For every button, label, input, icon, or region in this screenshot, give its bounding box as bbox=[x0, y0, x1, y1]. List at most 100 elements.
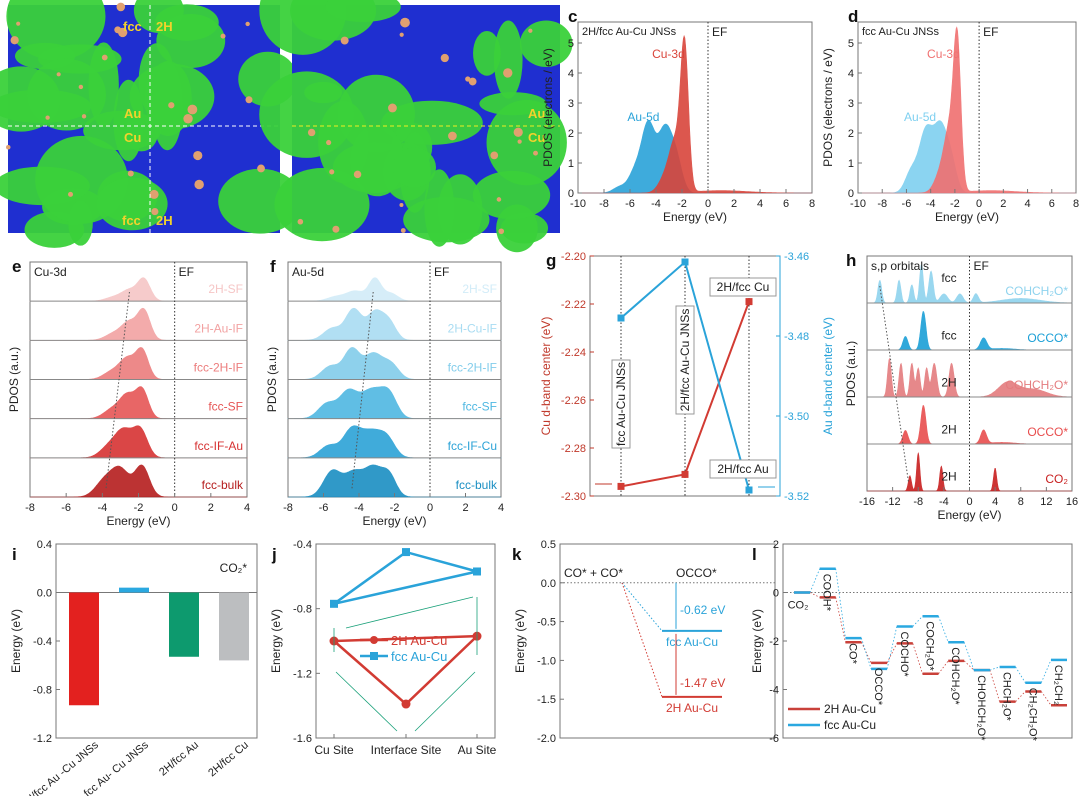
micrograph-label: fcc bbox=[123, 19, 142, 34]
y-tick-label: 4 bbox=[848, 68, 854, 80]
connector bbox=[963, 660, 975, 671]
series-label: Au-5d bbox=[627, 110, 659, 124]
panel-letter: e bbox=[12, 257, 21, 276]
series-label: 2H-SF bbox=[462, 282, 497, 296]
y-axis-label: PDOS (a.u.) bbox=[265, 347, 279, 412]
x-tick-label: 8 bbox=[809, 198, 815, 210]
pdos-area-au-5d bbox=[578, 120, 812, 194]
micrograph-b: Au Cu bbox=[259, 0, 573, 253]
step-label: OCCO* bbox=[872, 668, 884, 706]
micrograph-label: 2H bbox=[156, 213, 173, 228]
series-label: fcc-bulk bbox=[456, 478, 498, 492]
connector bbox=[835, 597, 846, 643]
micrograph-label: Au bbox=[124, 106, 141, 121]
y-tick-label: 0 bbox=[568, 188, 574, 200]
x-axis-label: Energy (eV) bbox=[935, 210, 999, 224]
category-label: fcc Au-Cu JNSs bbox=[614, 362, 628, 446]
y-axis-label-right: Au d-band center (eV) bbox=[821, 317, 835, 435]
series-label: 2H-Au-IF bbox=[194, 321, 243, 335]
y-tick-label: -3.50 bbox=[784, 411, 809, 423]
x-tick-label: -4 bbox=[926, 198, 936, 210]
pdos-area bbox=[867, 452, 1072, 492]
chart-h: COHCH₂O* fcc OCCO* fcc COHCH₂O* 2H OCCO* 2H CO₂ 2… bbox=[844, 255, 1078, 522]
category-label: 2H/fcc Cu bbox=[717, 280, 770, 294]
connector bbox=[1040, 691, 1052, 706]
x-tick-label: -2 bbox=[677, 198, 687, 210]
chart-g: -2.30 -2.28 -2.26 -2.24 -2.22 -2.20 -3.52 -3.50… bbox=[539, 251, 835, 503]
x-tick-label: 0 bbox=[976, 198, 982, 210]
connector bbox=[861, 637, 872, 670]
initial-state-label: CO* + CO* bbox=[564, 566, 623, 580]
y-tick-label: 0 bbox=[773, 588, 779, 600]
x-tick-label: 12 bbox=[1040, 496, 1052, 508]
chart-k: CO* + CO* OCCO* fcc Au-Cu -0.62 eV 2H Au-Cu -… bbox=[513, 539, 776, 745]
panel-letter: g bbox=[546, 251, 556, 270]
y-tick-label: 5 bbox=[568, 38, 574, 50]
series-label: 2H-Cu-IF bbox=[448, 321, 497, 335]
step-label: CHOHCH₂O* bbox=[975, 675, 987, 741]
panel-letter: l bbox=[752, 545, 757, 564]
x-tick-label: -2 bbox=[390, 502, 400, 514]
y-tick-label: -3.48 bbox=[784, 331, 809, 343]
y-tick-label: -1.5 bbox=[537, 694, 556, 706]
category-label-box: fcc Au-Cu JNSs bbox=[611, 359, 631, 449]
x-tick-label: 2 bbox=[462, 502, 468, 514]
series-label: fcc-bulk bbox=[202, 478, 244, 492]
data-point bbox=[617, 482, 625, 490]
connector bbox=[912, 643, 923, 674]
panel-letter: i bbox=[12, 545, 17, 564]
x-tick-label: 0 bbox=[705, 198, 711, 210]
step-label: COCH₂O* bbox=[924, 621, 936, 671]
x-tick-label: 4 bbox=[498, 502, 504, 514]
x-tick-label: -6 bbox=[319, 502, 329, 514]
category-label: 2H/fcc Au bbox=[717, 462, 768, 476]
y-tick-label: -0.4 bbox=[293, 539, 312, 551]
y-tick-label: -3.46 bbox=[784, 251, 809, 263]
x-tick-label: -6 bbox=[625, 198, 635, 210]
y-tick-label: 0 bbox=[848, 188, 854, 200]
bar bbox=[169, 592, 199, 657]
bar bbox=[119, 587, 149, 593]
y-tick-label: 4 bbox=[568, 68, 574, 80]
connector bbox=[1015, 666, 1026, 683]
connector bbox=[938, 660, 949, 674]
x-tick-label: 2 bbox=[1000, 198, 1006, 210]
connector bbox=[886, 643, 898, 664]
bar bbox=[69, 592, 99, 706]
micrograph-label: Cu bbox=[528, 130, 545, 145]
x-tick-label: 4 bbox=[244, 502, 250, 514]
series-label: Cu-3d bbox=[652, 47, 685, 61]
phase-label: 2H bbox=[941, 423, 956, 437]
y-tick-label: -1.2 bbox=[33, 733, 52, 745]
y-tick-label: -2.24 bbox=[561, 347, 586, 359]
legend-label: 2H Au-Cu bbox=[391, 633, 447, 648]
y-tick-label: 0.0 bbox=[541, 578, 556, 590]
series-label: COHCH₂O* bbox=[1005, 284, 1068, 298]
plot-frame bbox=[857, 21, 1077, 194]
step-label: CHCH₂O* bbox=[1001, 672, 1013, 722]
y-tick-label: -0.8 bbox=[33, 685, 52, 697]
series-label: Au-5d bbox=[904, 110, 936, 124]
y-tick-label: 3 bbox=[568, 98, 574, 110]
pdos-area-cu-3d bbox=[858, 26, 1076, 194]
x-tick-label: 6 bbox=[1049, 198, 1055, 210]
data-point bbox=[681, 258, 689, 266]
x-tick-label: -8 bbox=[913, 496, 923, 508]
y-axis-label: PDOS (a.u.) bbox=[844, 341, 858, 406]
series-label: fcc-IF-Au bbox=[194, 439, 243, 453]
level-label: 2H Au-Cu bbox=[666, 701, 718, 715]
x-tick-label: 0 bbox=[966, 496, 972, 508]
legend-label: fcc Au-Cu bbox=[824, 718, 876, 732]
data-point bbox=[401, 699, 411, 709]
y-tick-label: 5 bbox=[848, 38, 854, 50]
x-tick-label: -4 bbox=[354, 502, 364, 514]
y-axis-label: Energy (eV) bbox=[269, 609, 283, 673]
series-label: fcc-2H-IF bbox=[448, 361, 497, 375]
y-axis-label: PDOS (electrons / eV) bbox=[541, 48, 555, 167]
x-tick-label: 2 bbox=[208, 502, 214, 514]
phase-label: fcc bbox=[941, 329, 956, 343]
connector bbox=[938, 616, 949, 643]
x-tick-label: 6 bbox=[783, 198, 789, 210]
panel-letter: h bbox=[846, 251, 856, 270]
